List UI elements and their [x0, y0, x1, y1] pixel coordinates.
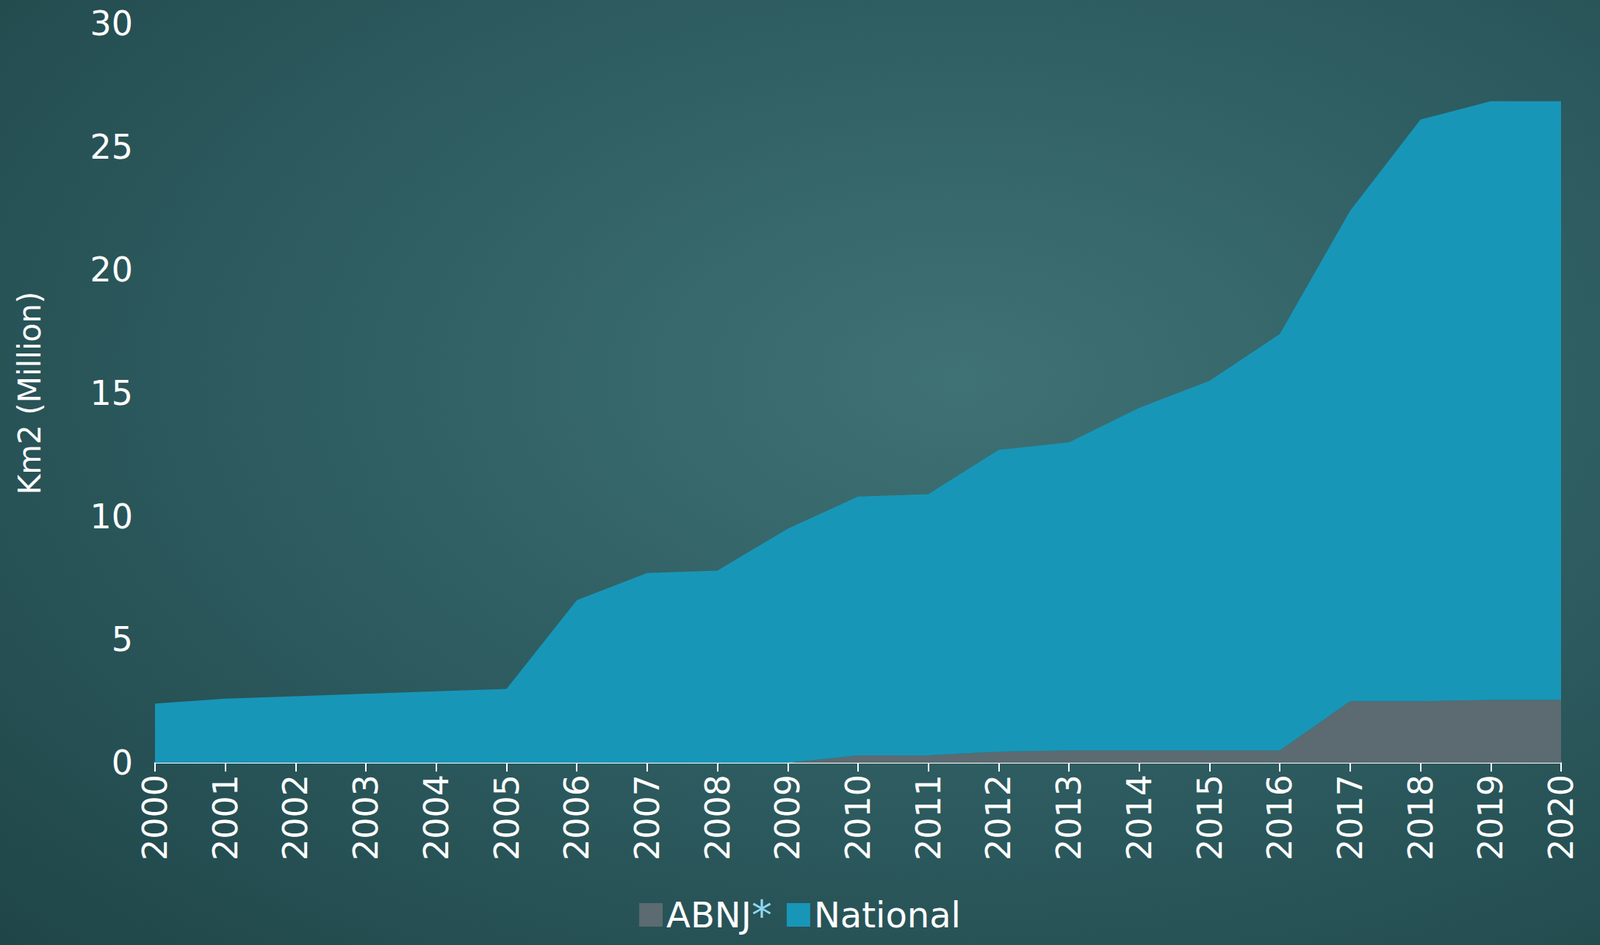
svg-text:2003: 2003	[346, 774, 386, 861]
svg-text:2015: 2015	[1190, 774, 1230, 861]
svg-text:2008: 2008	[697, 774, 738, 861]
svg-text:2017: 2017	[1330, 774, 1371, 861]
svg-text:20: 20	[89, 249, 133, 290]
svg-text:2009: 2009	[767, 774, 808, 861]
svg-text:5: 5	[111, 619, 133, 659]
svg-text:2011: 2011	[908, 774, 949, 861]
svg-text:2001: 2001	[205, 774, 246, 861]
svg-text:2016: 2016	[1259, 774, 1300, 861]
svg-text:30: 30	[89, 3, 133, 44]
svg-text:2012: 2012	[978, 774, 1019, 861]
svg-text:10: 10	[89, 496, 133, 537]
svg-text:0: 0	[111, 742, 133, 783]
svg-text:2019: 2019	[1470, 774, 1511, 861]
svg-text:*: *	[751, 891, 773, 939]
svg-text:ABNJ: ABNJ	[666, 894, 752, 936]
svg-text:2007: 2007	[627, 774, 668, 861]
svg-text:2002: 2002	[275, 774, 316, 861]
svg-text:2018: 2018	[1400, 774, 1441, 861]
svg-text:2000: 2000	[135, 774, 175, 861]
svg-text:2013: 2013	[1049, 774, 1089, 861]
svg-text:Km2 (Million): Km2 (Million)	[11, 291, 48, 496]
svg-text:National: National	[813, 894, 961, 936]
svg-text:2005: 2005	[487, 774, 527, 861]
svg-text:2010: 2010	[838, 774, 878, 861]
svg-text:2014: 2014	[1119, 774, 1160, 861]
svg-text:2004: 2004	[416, 774, 457, 861]
svg-text:2020: 2020	[1541, 774, 1581, 861]
svg-text:15: 15	[89, 373, 133, 413]
svg-text:2006: 2006	[556, 774, 597, 861]
svg-text:25: 25	[89, 127, 133, 167]
